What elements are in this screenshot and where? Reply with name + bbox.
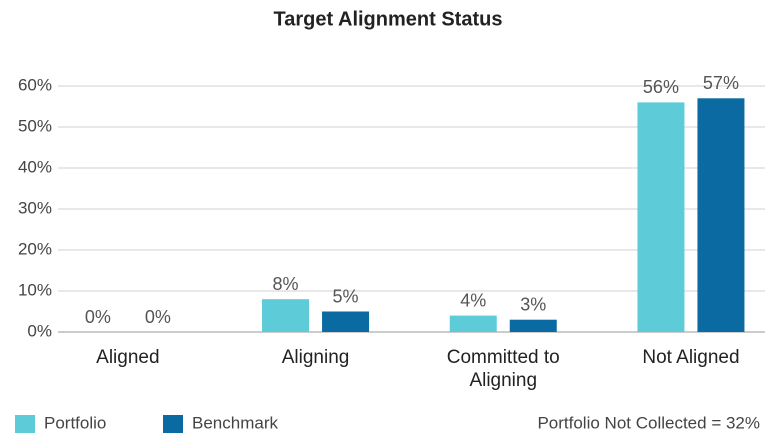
- legend-label: Portfolio: [44, 413, 106, 432]
- y-tick-label: 0%: [27, 321, 52, 340]
- bar: [262, 299, 310, 332]
- chart-title: Target Alignment Status: [274, 8, 503, 30]
- legend-label: Benchmark: [192, 413, 278, 432]
- x-tick-label: Committed to Aligning: [446, 347, 560, 391]
- y-tick-label: 30%: [18, 198, 52, 217]
- value-label: 4%: [460, 290, 486, 310]
- value-label: 5%: [333, 286, 359, 306]
- x-tick-label-box: Committed to Aligning: [446, 347, 560, 391]
- annotation: Portfolio Not Collected = 32%: [537, 413, 760, 432]
- bar: [449, 315, 497, 332]
- y-tick-label: 40%: [18, 157, 52, 176]
- x-tick-label-box: Aligned: [96, 347, 160, 368]
- bar: [322, 311, 370, 332]
- x-tick-label: Aligning: [281, 347, 350, 368]
- value-label: 3%: [520, 294, 546, 314]
- value-label: 57%: [703, 73, 739, 93]
- bar: [509, 319, 557, 332]
- bar: [697, 98, 745, 332]
- legend-swatch: [15, 415, 35, 433]
- value-label: 56%: [643, 77, 679, 97]
- value-label: 0%: [145, 307, 171, 327]
- y-tick-label: 50%: [18, 116, 52, 135]
- value-label: 0%: [85, 307, 111, 327]
- x-tick-label: Aligned: [96, 347, 160, 368]
- y-tick-label: 20%: [18, 239, 52, 258]
- x-tick-label: Not Aligned: [642, 347, 740, 368]
- legend-swatch: [163, 415, 183, 433]
- x-tick-label-box: Not Aligned: [642, 347, 740, 368]
- y-tick-label: 10%: [18, 280, 52, 299]
- y-tick-label: 60%: [18, 75, 52, 94]
- value-label: 8%: [273, 274, 299, 294]
- x-tick-label-box: Aligning: [281, 347, 350, 368]
- bar: [637, 102, 685, 333]
